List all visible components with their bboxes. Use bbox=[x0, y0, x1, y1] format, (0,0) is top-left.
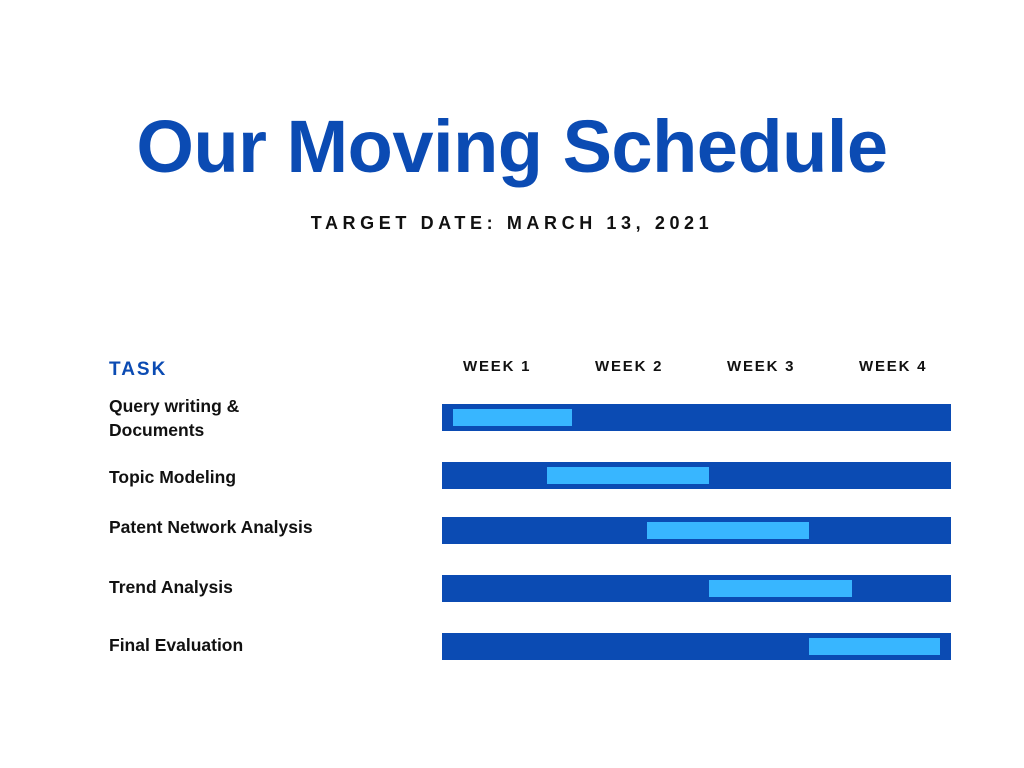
week-2-header: WEEK 2 bbox=[595, 358, 664, 375]
task-track-bar bbox=[442, 575, 951, 602]
task-column-header: TASK bbox=[109, 359, 168, 380]
week-3-header: WEEK 3 bbox=[727, 358, 796, 375]
task-label: Trend Analysis bbox=[109, 577, 233, 597]
page-title: Our Moving Schedule bbox=[136, 105, 888, 188]
task-duration-bar bbox=[708, 580, 853, 597]
week-4-header: WEEK 4 bbox=[859, 358, 928, 375]
task-label: Final Evaluation bbox=[109, 635, 244, 655]
task-duration-bar bbox=[546, 467, 709, 484]
task-label: Patent Network Analysis bbox=[109, 517, 313, 537]
task-duration-bar bbox=[646, 522, 809, 539]
task-duration-bar bbox=[808, 638, 940, 655]
target-date-subtitle: TARGET DATE: MARCH 13, 2021 bbox=[310, 213, 714, 233]
task-duration-bar bbox=[453, 409, 572, 426]
week-1-header: WEEK 1 bbox=[463, 358, 532, 375]
task-label: Topic Modeling bbox=[109, 467, 237, 487]
task-label: Query writing & Documents bbox=[109, 396, 240, 440]
